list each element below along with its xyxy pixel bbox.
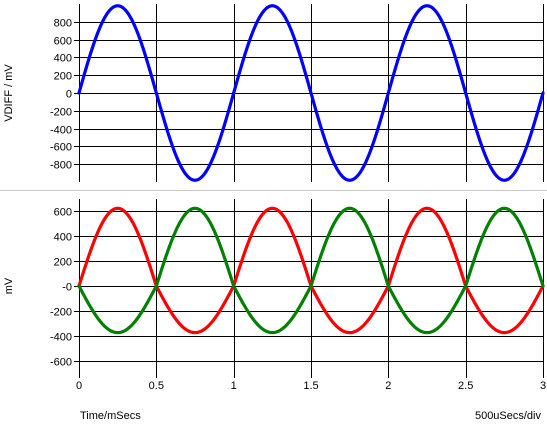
y-axis-label: VDIFF / mV [3, 64, 15, 122]
plot-frames [0, 4, 547, 373]
y-tick-label: -800 [50, 160, 72, 172]
x-tick-label: 0 [76, 380, 82, 392]
axis-labels: 800 600 400 200 0 -200 -400 -600 -800 VDIFF / mV 6… [3, 18, 546, 393]
x-tick-label: 3 [540, 380, 546, 392]
y-tick-label: 800 [54, 18, 72, 30]
x-tick-label: 2 [385, 380, 391, 392]
y-tick-label: -600 [50, 142, 72, 154]
x-tick-label: 1 [231, 380, 237, 392]
y-tick-label: 400 [54, 53, 72, 65]
y-tick-label: -600 [50, 357, 72, 369]
y-tick-label: -0 [62, 282, 72, 294]
timebase-label: 500uSecs/div [474, 410, 541, 422]
x-tick-label: 1.5 [303, 380, 318, 392]
trace-1-1 [77, 206, 545, 335]
y-axis-label: mV [3, 277, 15, 294]
y-tick-label: -400 [50, 125, 72, 137]
y-tick-label: 200 [54, 257, 72, 269]
trace-layer [77, 4, 545, 335]
y-tick-label: 0 [66, 89, 72, 101]
time-axis-label: Time/mSecs [80, 410, 141, 422]
y-tick-label: 200 [54, 71, 72, 83]
y-tick-label: 600 [54, 207, 72, 219]
y-tick-label: -400 [50, 332, 72, 344]
x-tick-label: 0.5 [149, 380, 164, 392]
y-tick-label: 600 [54, 36, 72, 48]
trace-0-0 [77, 4, 545, 182]
y-tick-label: -200 [50, 307, 72, 319]
x-tick-label: 2.5 [458, 380, 473, 392]
y-tick-label: -200 [50, 107, 72, 119]
y-tick-label: 400 [54, 232, 72, 244]
